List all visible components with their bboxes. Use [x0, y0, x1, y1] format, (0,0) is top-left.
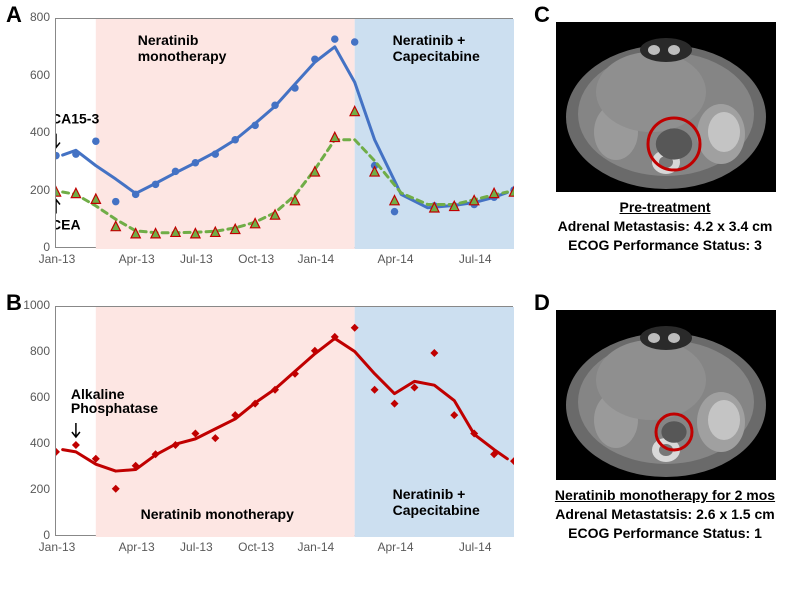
x-tick: Oct-13: [234, 252, 278, 266]
ct-image-pretreatment: [556, 22, 776, 192]
x-tick: Jan-13: [35, 540, 79, 554]
x-tick: Jan-14: [294, 540, 338, 554]
y-tick: 600: [10, 390, 50, 404]
x-tick: Jul-13: [174, 252, 218, 266]
x-tick: Jul-14: [453, 540, 497, 554]
y-tick: 800: [10, 10, 50, 24]
y-tick: 400: [10, 125, 50, 139]
svg-text:CEA: CEA: [56, 217, 81, 233]
y-tick: 400: [10, 436, 50, 450]
panel-d-label: D: [534, 290, 550, 316]
x-tick: Apr-14: [374, 540, 418, 554]
y-tick: 800: [10, 344, 50, 358]
y-tick: 600: [10, 68, 50, 82]
x-tick: Apr-14: [374, 252, 418, 266]
caption-d-title: Neratinib monotherapy for 2 mos: [555, 487, 775, 503]
x-tick: Jan-13: [35, 252, 79, 266]
caption-d-line1: Adrenal Metastatsis: 2.6 x 1.5 cm: [555, 506, 774, 522]
caption-c-line1: Adrenal Metastasis: 4.2 x 3.4 cm: [558, 218, 773, 234]
x-tick: Jan-14: [294, 252, 338, 266]
caption-c-title: Pre-treatment: [619, 199, 710, 215]
chart-a: NeratinibmonotherapyNeratinib +Capecitab…: [55, 18, 513, 248]
x-tick: Apr-13: [115, 252, 159, 266]
y-tick: 200: [10, 482, 50, 496]
panel-c-label: C: [534, 2, 550, 28]
ct-image-posttreatment: [556, 310, 776, 480]
x-tick: Apr-13: [115, 540, 159, 554]
caption-c: Pre-treatment Adrenal Metastasis: 4.2 x …: [540, 198, 790, 255]
x-tick: Jul-13: [174, 540, 218, 554]
x-tick: Jul-14: [453, 252, 497, 266]
caption-d-line2: ECOG Performance Status: 1: [568, 525, 762, 541]
chart-b: Neratinib monotherapyNeratinib +Capecita…: [55, 306, 513, 536]
caption-c-line2: ECOG Performance Status: 3: [568, 237, 762, 253]
y-tick: 1000: [10, 298, 50, 312]
caption-d: Neratinib monotherapy for 2 mos Adrenal …: [540, 486, 790, 543]
x-tick: Oct-13: [234, 540, 278, 554]
svg-text:Neratinib monotherapy: Neratinib monotherapy: [141, 506, 294, 522]
y-tick: 200: [10, 183, 50, 197]
svg-text:CA15-3: CA15-3: [56, 111, 99, 127]
